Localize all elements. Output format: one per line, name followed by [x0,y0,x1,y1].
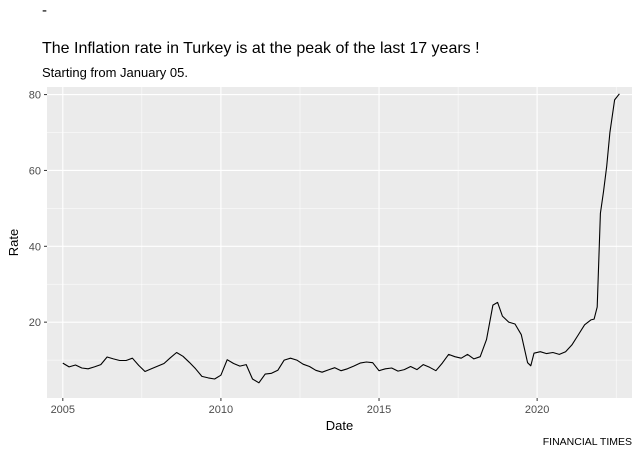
y-tick-label: 40 [29,241,41,253]
x-axis-label: Date [326,418,353,433]
x-tick-label: 2010 [209,404,233,416]
source-caption: FINANCIAL TIMES [542,436,632,448]
plot-panel [47,87,632,398]
y-axis-label: Rate [6,229,21,256]
x-tick-label: 2015 [367,404,391,416]
header-dash: - [42,2,47,19]
chart-subtitle: Starting from January 05. [42,65,188,80]
chart-title: The Inflation rate in Turkey is at the p… [42,40,480,57]
x-tick-label: 2005 [51,404,75,416]
y-tick-label: 20 [29,317,41,329]
x-tick-label: 2020 [525,404,549,416]
series-line [62,93,620,384]
series-layer [62,93,620,384]
y-tick-label: 80 [29,90,41,102]
y-tick-label: 60 [29,165,41,177]
grid-lines [47,87,632,398]
